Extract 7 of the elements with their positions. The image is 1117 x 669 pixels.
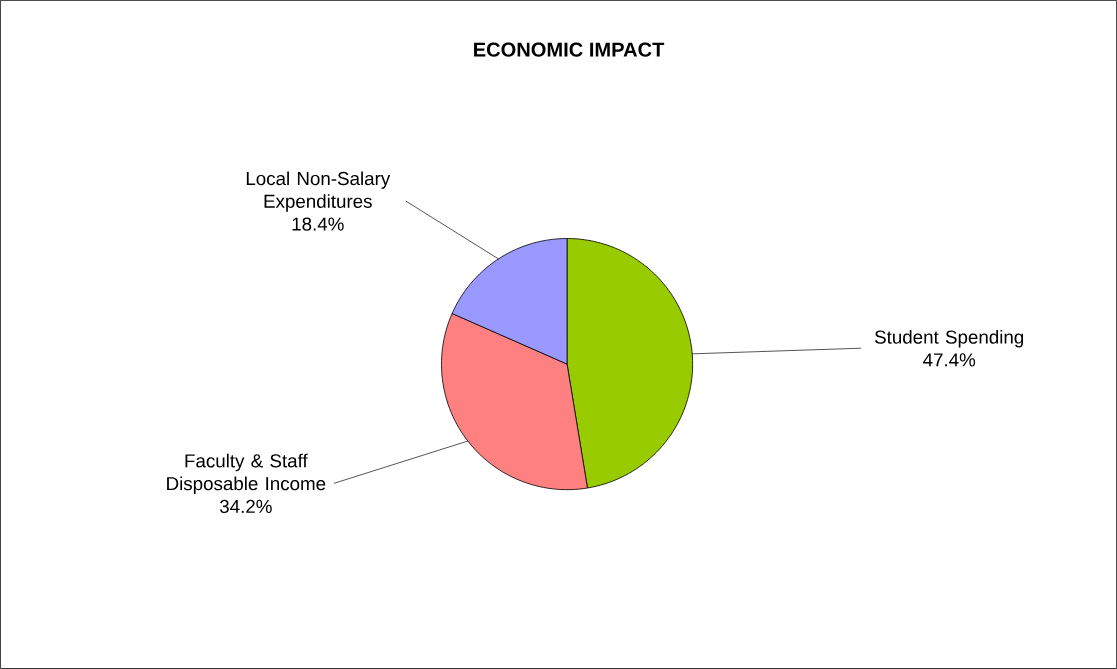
data-label: 34.2% <box>219 499 272 514</box>
chart-title: ECONOMIC IMPACT <box>474 42 665 57</box>
data-label: 47.4% <box>923 353 976 367</box>
slice-label: Local Non-Salary Expenditures <box>246 171 391 212</box>
slice-label: Faculty & Staff Disposable Income <box>167 453 326 495</box>
slice-label: Student Spending <box>874 330 1024 348</box>
data-label: 18.4% <box>292 217 344 231</box>
